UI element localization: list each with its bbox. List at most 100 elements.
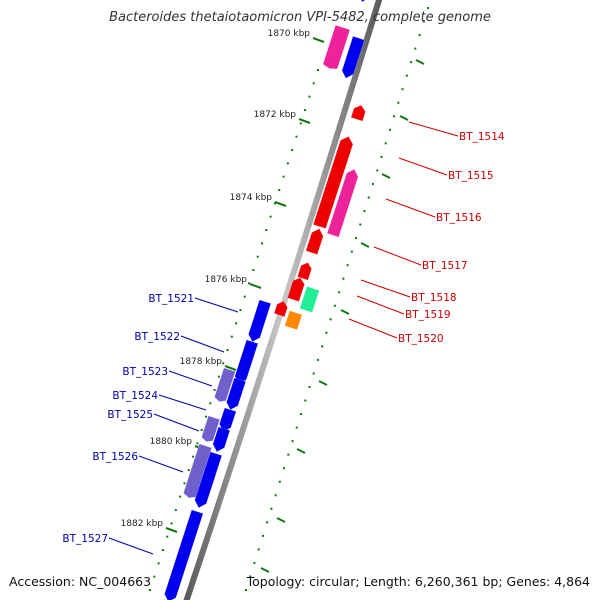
right-dotted-track	[393, 115, 396, 118]
left-dotted-track	[239, 309, 242, 311]
left-dotted-track	[269, 215, 272, 218]
right-dotted-track	[397, 101, 400, 104]
scale-tick	[298, 118, 311, 124]
right-dotted-track	[380, 155, 383, 158]
right-dotted-track	[422, 20, 425, 23]
left-dotted-track	[187, 469, 190, 471]
left-dotted-track	[161, 549, 164, 551]
right-dotted-track	[291, 440, 294, 443]
right-dotted-track	[367, 196, 370, 199]
left-dotted-track	[243, 295, 246, 298]
genome-backbone	[183, 0, 383, 600]
right-dotted-track	[300, 413, 303, 416]
track-tick	[318, 380, 328, 386]
left-dotted-track	[170, 522, 173, 525]
right-dotted-track	[274, 494, 277, 497]
right-dotted-track	[333, 304, 336, 307]
scale-tick	[165, 527, 178, 533]
gene-bt-1527-arrow	[164, 509, 204, 600]
left-dotted-track	[205, 415, 207, 418]
left-dotted-track	[230, 335, 233, 338]
right-dotted-track	[401, 88, 404, 91]
gene-label-leader	[153, 413, 200, 432]
left-dotted-track	[304, 109, 307, 111]
right-dotted-track	[338, 291, 341, 294]
track-tick	[296, 448, 306, 454]
left-dotted-track	[308, 95, 311, 98]
left-dotted-track	[278, 189, 281, 191]
right-dotted-track	[346, 264, 349, 267]
left-dotted-track	[209, 402, 212, 405]
right-dotted-track	[418, 34, 421, 37]
gene-bt-1518b-arrow	[287, 277, 305, 302]
right-dotted-track	[325, 331, 328, 334]
gene-label: BT_1517	[422, 260, 468, 272]
right-dotted-track	[245, 589, 247, 591]
right-dotted-track	[342, 277, 345, 280]
right-dotted-track	[355, 237, 358, 240]
gene-bt-1523-arrow	[214, 367, 236, 402]
right-dotted-track	[316, 358, 319, 361]
gene-label-leader	[158, 394, 207, 411]
gene-label-leader	[168, 370, 213, 387]
gene-bt-1518a-arrow	[297, 262, 312, 281]
scale-tick	[224, 365, 237, 371]
right-dotted-track	[257, 548, 260, 551]
gene-label-leader	[138, 455, 184, 473]
gene-label: BT_1527	[62, 533, 108, 545]
left-dotted-track	[299, 122, 302, 125]
right-dotted-track	[329, 318, 332, 321]
gene-label: BT_1514	[459, 131, 505, 143]
right-dotted-track	[287, 453, 290, 456]
right-dotted-track	[278, 480, 281, 483]
left-dotted-track	[217, 375, 220, 378]
gene-label: BT_1520	[398, 333, 444, 345]
gene-label: BT_1518	[411, 292, 457, 304]
gene-top-magenta-arrow	[322, 24, 351, 70]
left-dotted-track	[252, 269, 255, 271]
gene-bt-1517-arrow	[305, 228, 324, 255]
scale-tick-label: 1876 kbp	[205, 275, 248, 285]
right-dotted-track	[295, 426, 298, 429]
gene-label-leader	[360, 279, 411, 298]
gene-label: BT_1525	[107, 409, 153, 421]
scale-tick-label: 1870 kbp	[268, 29, 311, 39]
left-dotted-track	[226, 349, 229, 351]
gene-label-leader	[373, 246, 422, 266]
right-dotted-track	[427, 7, 429, 9]
left-dotted-track	[179, 495, 182, 498]
right-dotted-track	[371, 182, 374, 185]
gene-bt-1520-arrow	[284, 310, 303, 331]
topology-summary: Topology: circular; Length: 6,260,361 bp…	[246, 574, 590, 589]
track-tick	[340, 309, 350, 315]
left-dotted-track	[312, 82, 315, 85]
left-dotted-track	[174, 509, 177, 511]
scale-tick-label: 1882 kbp	[121, 519, 164, 529]
track-tick	[360, 242, 370, 248]
track-tick	[399, 115, 409, 121]
right-dotted-track	[321, 345, 324, 348]
right-dotted-track	[249, 575, 252, 578]
track-tick	[260, 567, 270, 573]
scale-tick	[274, 201, 287, 207]
gene-label-leader	[194, 297, 239, 313]
gene-bt-1523b-arrow	[226, 377, 247, 411]
gene-top-forward2-arrow	[341, 35, 365, 79]
scale-tick-label: 1872 kbp	[254, 110, 297, 120]
gene-label: BT_1516	[436, 212, 482, 224]
gene-label: BT_1524	[112, 390, 158, 402]
right-dotted-track	[350, 250, 353, 253]
left-dotted-track	[291, 149, 294, 151]
left-dotted-track	[157, 562, 160, 565]
gene-bt-1519b-arrow	[273, 300, 288, 318]
gene-bt-1525b-arrow	[212, 426, 231, 453]
scale-tick	[312, 37, 325, 43]
gene-label-leader	[356, 295, 405, 315]
gene-label-leader	[348, 318, 398, 339]
left-dotted-track	[286, 162, 289, 165]
gene-label-leader	[398, 157, 448, 176]
gene-bt-1526b-arrow	[194, 451, 223, 509]
right-dotted-track	[388, 128, 391, 131]
accession-label: Accession: NC_004663	[9, 574, 152, 589]
gene-label: BT_1519	[405, 309, 451, 321]
